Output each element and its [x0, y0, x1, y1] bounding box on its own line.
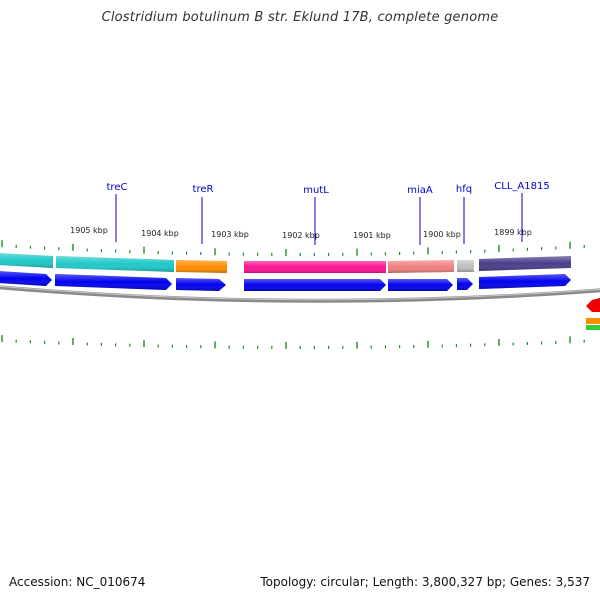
right-edge-features: [586, 298, 600, 330]
genome-backbone-highlight: [0, 285, 600, 301]
scale-label-1900: 1900 kbp: [423, 230, 461, 239]
gene-label-CLL_A1815[interactable]: CLL_A1815: [494, 181, 549, 192]
scale-label-1902: 1902 kbp: [282, 231, 320, 240]
scale-ticks-outer: [1, 240, 585, 256]
gene-label-miaA[interactable]: miaA: [407, 185, 433, 196]
feature-track: [0, 253, 571, 273]
map-title: Clostridium botulinum B str. Eklund 17B,…: [101, 10, 499, 25]
feature-red-arrow[interactable]: [586, 298, 600, 312]
gene-label-mutL[interactable]: mutL: [303, 185, 329, 196]
genome-summary-text: Topology: circular; Length: 3,800,327 bp…: [260, 575, 590, 589]
accession-text: Accession: NC_010674: [9, 575, 146, 589]
gene-label-hfq[interactable]: hfq: [456, 184, 472, 195]
feature-orange-partial[interactable]: [586, 318, 600, 324]
scale-label-1904: 1904 kbp: [141, 229, 179, 238]
gene-label-leaders: [115, 193, 523, 245]
scale-label-1899: 1899 kbp: [494, 228, 532, 237]
scale-label-1903: 1903 kbp: [211, 230, 249, 239]
scale-ticks-inner: [1, 335, 585, 349]
scale-label-1901: 1901 kbp: [353, 231, 391, 240]
gene-label-treC[interactable]: treC: [107, 182, 128, 193]
scale-label-1905: 1905 kbp: [70, 226, 108, 235]
gene-label-treR[interactable]: treR: [193, 184, 214, 195]
feature-green-partial[interactable]: [586, 325, 600, 330]
genome-backbone: [0, 285, 600, 303]
scale-labels: 1905 kbp 1904 kbp 1903 kbp 1902 kbp 1901…: [70, 226, 532, 240]
gene-labels: treC treR mutL miaA hfq CLL_A1815: [107, 181, 550, 196]
